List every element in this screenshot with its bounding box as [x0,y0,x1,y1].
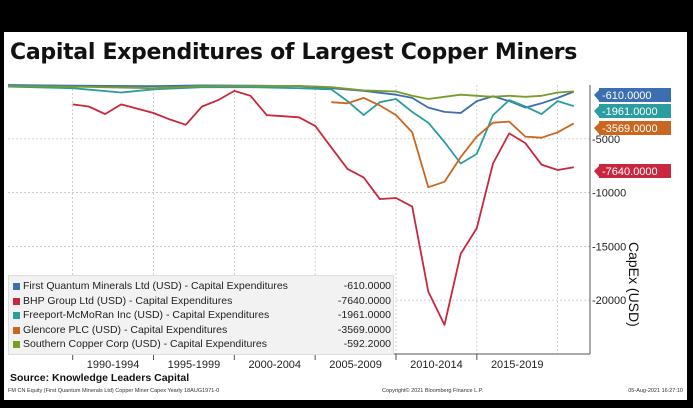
value-tag-2: -1961.0000 [594,104,671,118]
x-tick-label: 2000-2004 [248,359,301,371]
legend: First Quantum Minerals Ltd (USD) - Capit… [8,275,394,355]
legend-series-name: First Quantum Minerals Ltd (USD) - Capit… [23,280,288,292]
x-tick-label: 2010-2014 [410,359,463,371]
value-tag-box [599,121,671,135]
chart-panel: Capital Expenditures of Largest Copper M… [4,32,687,400]
value-tag-box [599,164,671,178]
x-tick-label: 2005-2009 [329,359,382,371]
value-tag-label: -610.0000 [602,90,652,102]
value-tag-box [599,88,671,102]
y-axis-title: CapEx (USD) [626,242,642,327]
x-tick-label: 1990-1994 [87,359,140,371]
legend-entry: First Quantum Minerals Ltd (USD) - Capit… [13,280,391,294]
x-tick-label: 2015-2019 [491,359,544,371]
value-tag-label: -7640.0000 [602,166,658,178]
value-tag-arrow [594,122,600,135]
y-tick-label: -5000 [592,134,620,146]
series-line-3 [331,97,575,189]
value-tag-1: -7640.0000 [594,164,671,178]
y-tick-label: -20000 [592,295,626,307]
source-text: Source: Knowledge Leaders Capital [10,372,190,384]
footer-timestamp: 05-Aug-2021 16:27:10 [628,388,683,394]
legend-series-value: -610.0000 [343,280,391,292]
x-tick-label: 1995-1999 [168,359,221,371]
value-tag-3: -3569.0000 [594,121,671,135]
legend-series-value: -592.2000 [343,338,391,350]
legend-series-value: -7640.0000 [337,294,391,307]
series-line-2 [7,85,575,165]
legend-series-value: -3569.0000 [337,323,391,336]
legend-swatch [13,326,20,334]
series-line-4 [7,85,574,100]
series-line-1 [72,90,574,326]
legend-entry: Glencore PLC (USD) - Capital Expenditure… [13,324,391,338]
legend-series-value: -1961.0000 [337,309,391,321]
legend-swatch [13,312,20,319]
legend-series-name: Freeport-McMoRan Inc (USD) - Capital Exp… [23,309,270,321]
chart-title: Capital Expenditures of Largest Copper M… [10,40,578,65]
footer-copyright: Copyright© 2021 Bloomberg Finance L.P. [382,388,484,394]
y-tick-label: -10000 [592,188,626,200]
value-tag-0: -610.0000 [594,88,671,102]
legend-series-name: Southern Copper Corp (USD) - Capital Exp… [23,338,267,350]
value-tag-arrow [594,165,600,178]
legend-entry: Southern Copper Corp (USD) - Capital Exp… [13,338,391,352]
value-tag-label: -3569.0000 [602,123,658,135]
legend-entry: BHP Group Ltd (USD) - Capital Expenditur… [13,295,391,309]
value-tag-arrow [594,105,600,118]
legend-swatch [13,283,20,290]
footer-left: FM CN Equity (First Quantum Minerals Ltd… [8,388,220,394]
legend-series-name: Glencore PLC (USD) - Capital Expenditure… [23,323,228,336]
legend-swatch [13,297,20,305]
legend-series-name: BHP Group Ltd (USD) - Capital Expenditur… [23,294,233,307]
value-tag-arrow [594,89,600,102]
value-tag-label: -1961.0000 [602,106,658,118]
legend-entry: Freeport-McMoRan Inc (USD) - Capital Exp… [13,309,391,323]
legend-swatch [13,341,20,348]
value-tag-box [599,104,671,118]
y-tick-label: -15000 [592,241,626,253]
series-line-0 [7,84,575,114]
